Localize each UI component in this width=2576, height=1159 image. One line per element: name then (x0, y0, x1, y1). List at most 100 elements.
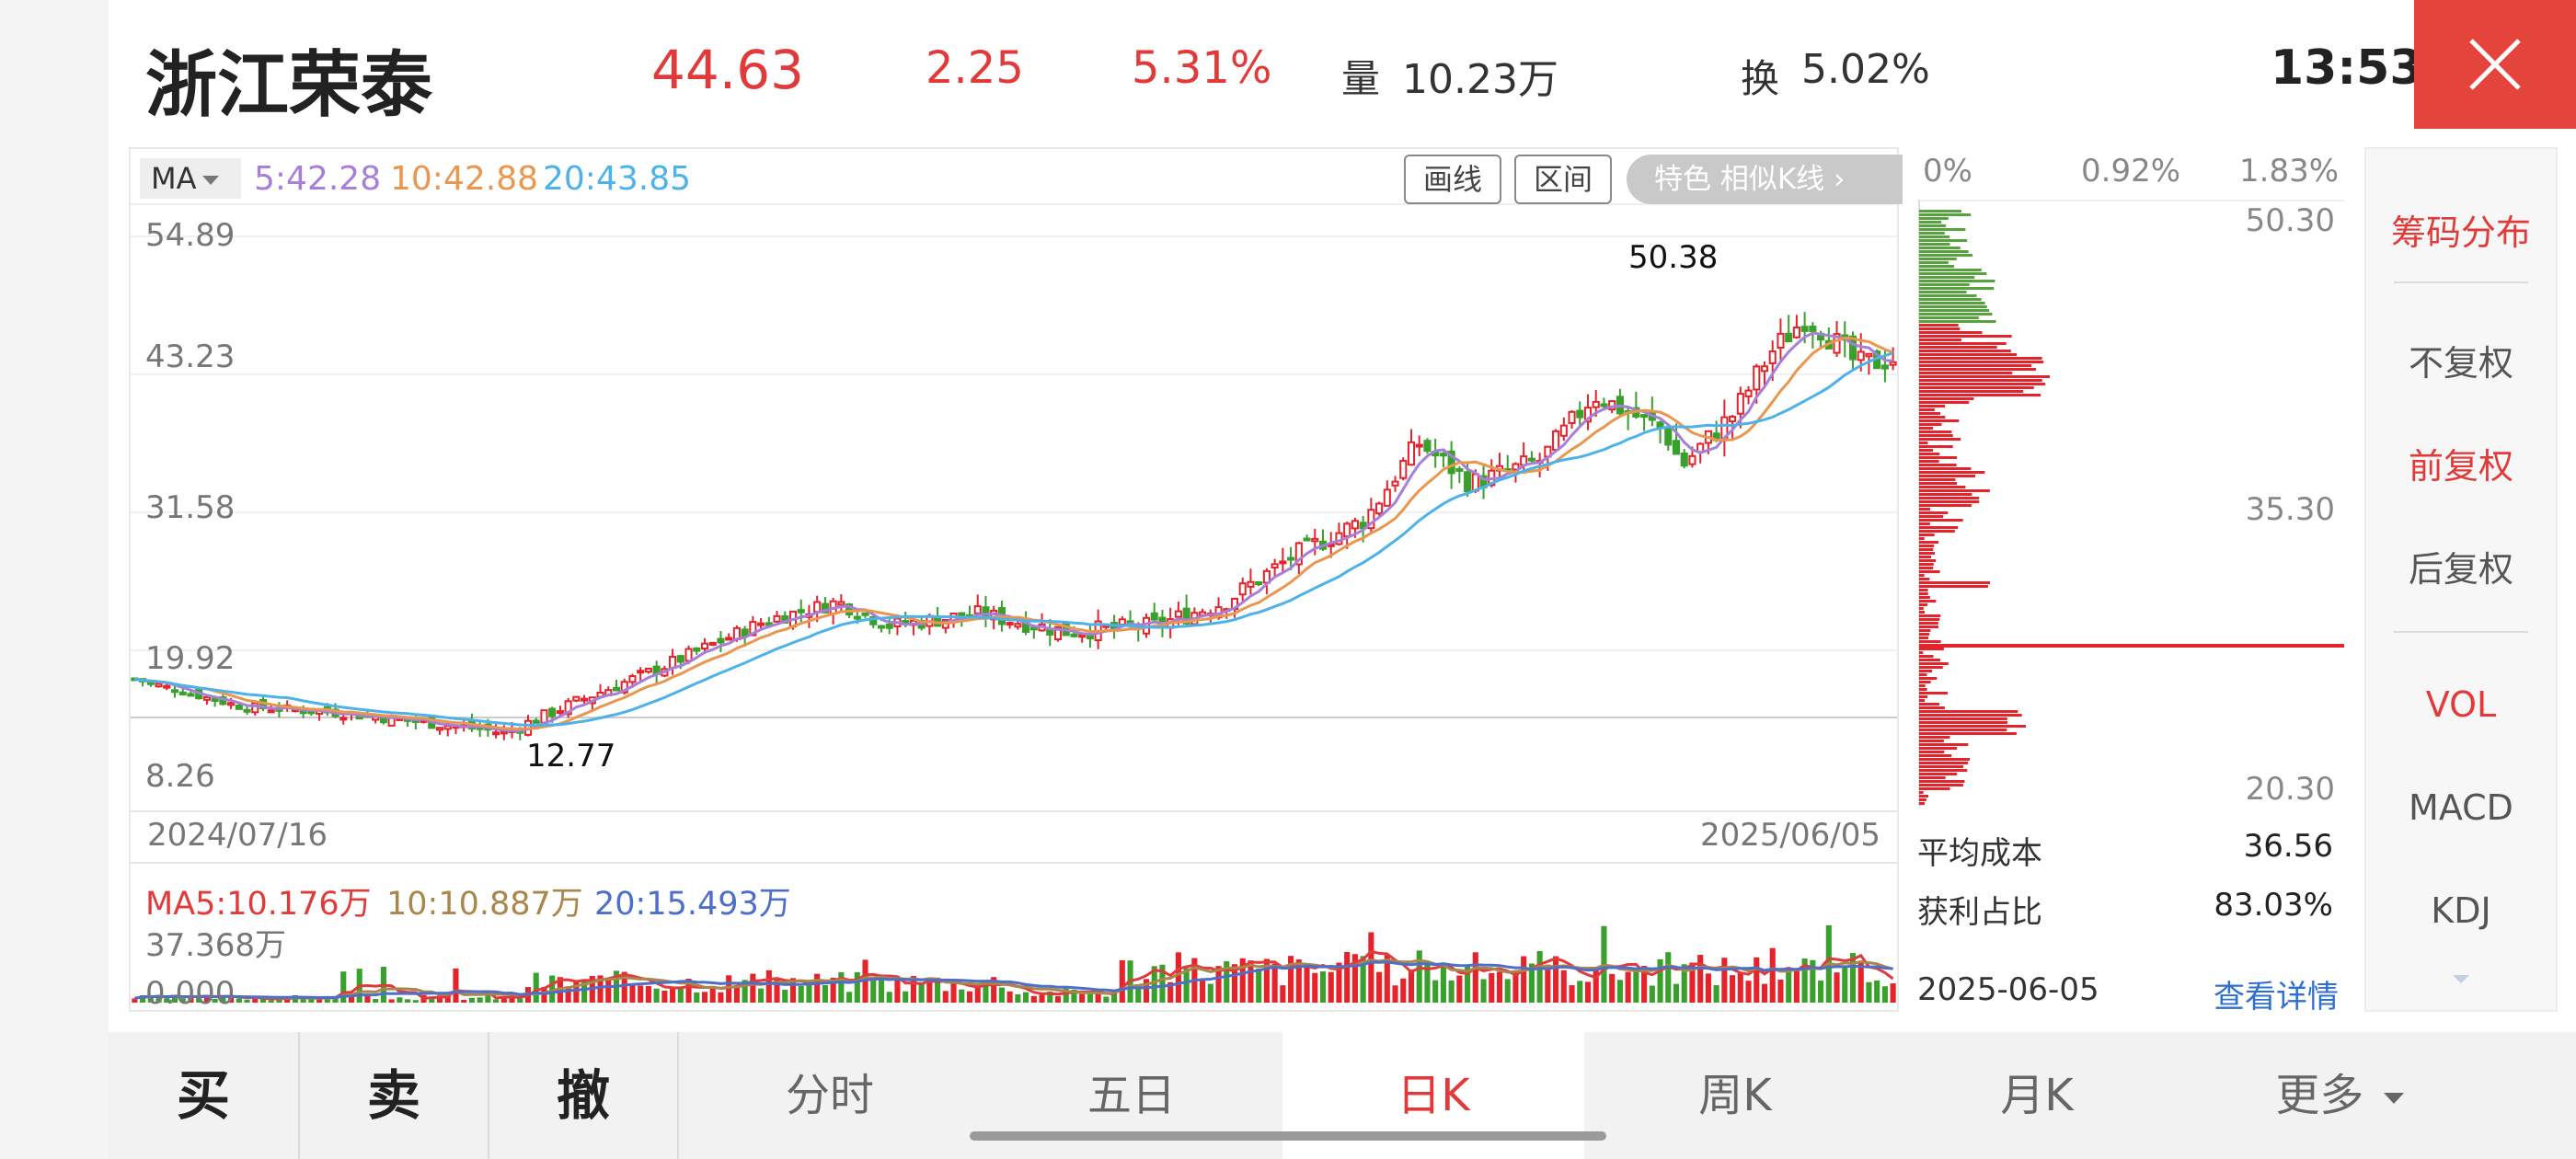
volume-bar (1103, 996, 1110, 1003)
volume-bar (1079, 993, 1086, 1003)
volume-bar (1440, 964, 1446, 1003)
volume-bar (1119, 959, 1125, 1003)
candle-body (628, 675, 637, 683)
chip-bar (1919, 695, 1927, 698)
chip-bar (1919, 681, 1931, 683)
candle-body (540, 709, 548, 724)
tab-five-day[interactable]: 五日 (1087, 1070, 1176, 1121)
volume-bar (1159, 964, 1166, 1003)
volume-bar (854, 971, 860, 1003)
chip-distribution-tab[interactable]: 筹码分布 (2390, 212, 2531, 253)
candle-body (1680, 453, 1688, 467)
volume-bar (259, 998, 267, 1003)
chip-distribution: 0% 0.92% 1.83% 50.30 35.30 20.30 (1917, 147, 2344, 809)
candle-body (869, 615, 878, 625)
volume-bar (1818, 981, 1824, 1003)
chip-bar (1919, 401, 1970, 404)
range-button[interactable]: 区间 (1514, 155, 1612, 204)
chip-bar (1919, 637, 1929, 639)
view-details-link[interactable]: 查看详情 (2214, 979, 2339, 1016)
volume-bar (1087, 992, 1093, 1003)
macd-indicator[interactable]: MACD (2409, 787, 2513, 828)
tab-more[interactable]: 更多 (2188, 1032, 2491, 1159)
candle-body (845, 603, 854, 616)
draw-line-button[interactable]: 画线 (1404, 155, 1501, 204)
chip-bar (1919, 350, 2011, 352)
cancel-order-button[interactable]: 撤 (556, 1064, 610, 1127)
volume-bar (903, 991, 909, 1003)
divider (488, 1032, 489, 1159)
chip-bar (1919, 795, 1929, 798)
candle-body (1736, 393, 1744, 415)
chip-bar (1919, 419, 1960, 422)
start-date: 2024/07/16 (147, 817, 328, 854)
candle-body (1311, 537, 1319, 543)
volume-bar (1730, 975, 1736, 1003)
chip-bar (1919, 706, 1945, 709)
candle-body (548, 707, 557, 717)
volume-bar (1609, 973, 1616, 1003)
tab-weekly-k[interactable]: 周K (1698, 1070, 1772, 1121)
candle-body (1455, 467, 1464, 472)
chip-bar (1919, 729, 2007, 731)
candle-body (1029, 626, 1038, 631)
volume-bar (308, 999, 315, 1003)
kline-chart[interactable]: MA 5:42.28 10:42.88 20:43.85 画线 区间 特色 相似… (129, 147, 1903, 1012)
chip-price-tick: 35.30 (2245, 491, 2335, 528)
chip-bar (1919, 353, 2018, 356)
volume-bar (1593, 970, 1599, 1003)
similar-kline-button[interactable]: 特色 相似K线 › (1627, 155, 1903, 204)
sell-button[interactable]: 卖 (366, 1064, 420, 1127)
ma-selector[interactable]: MA (140, 158, 241, 199)
candle-body (1464, 471, 1472, 493)
avg-cost-label: 平均成本 (1917, 835, 2042, 872)
no-adjust-option[interactable]: 不复权 (2408, 343, 2513, 384)
candle-body (797, 609, 805, 614)
avg-cost-value: 36.56 (2243, 828, 2333, 865)
volume-bar (1737, 972, 1743, 1003)
y-tick: 8.26 (145, 758, 215, 795)
tab-intraday[interactable]: 分时 (785, 1070, 874, 1121)
volume-bar (1336, 962, 1342, 1003)
volume-bar (1319, 971, 1327, 1003)
volume-bar (1761, 983, 1768, 1003)
chip-bar (1919, 802, 1926, 805)
volume-bar (388, 999, 395, 1003)
volume-bar (1328, 971, 1334, 1003)
volume-bar (1649, 985, 1655, 1003)
chip-bar (1919, 530, 1955, 533)
candle-body (1848, 335, 1857, 361)
backward-adjust-option[interactable]: 后复权 (2408, 549, 2513, 590)
volume-bar (1842, 965, 1848, 1003)
chip-bar (1919, 471, 1985, 474)
candle-body (1271, 563, 1279, 569)
chip-bar (1919, 232, 1945, 235)
candle-body (1729, 416, 1737, 423)
volume-bar (1351, 954, 1358, 1003)
buy-button[interactable]: 买 (176, 1064, 230, 1127)
home-indicator[interactable] (970, 1131, 1606, 1141)
chip-bar (1919, 357, 2042, 360)
kdj-indicator[interactable]: KDJ (2431, 890, 2491, 931)
vol-indicator[interactable]: VOL (2425, 684, 2497, 725)
close-button[interactable] (2414, 0, 2576, 129)
forward-adjust-option[interactable]: 前复权 (2408, 446, 2513, 487)
volume-bar (1263, 958, 1270, 1003)
candle-body (620, 681, 628, 694)
volume-bar (1239, 958, 1246, 1003)
volume-bar (140, 994, 146, 1003)
volume-bar (500, 996, 507, 1003)
chip-bar (1919, 464, 1957, 466)
volume-bar (1295, 959, 1302, 1003)
chip-histogram (1917, 200, 2344, 806)
scroll-down-icon[interactable] (2453, 975, 2469, 983)
kline-canvas (131, 203, 1897, 1003)
tab-monthly-k[interactable]: 月K (2000, 1070, 2074, 1121)
chip-bar (1919, 758, 1970, 761)
y-tick: 54.89 (145, 217, 236, 254)
volume-bar (806, 981, 812, 1003)
chip-date: 2025-06-05 (1917, 971, 2099, 1008)
chip-bar (1919, 416, 1946, 419)
volume-bar (1360, 956, 1366, 1003)
chip-bar (1919, 442, 1928, 444)
